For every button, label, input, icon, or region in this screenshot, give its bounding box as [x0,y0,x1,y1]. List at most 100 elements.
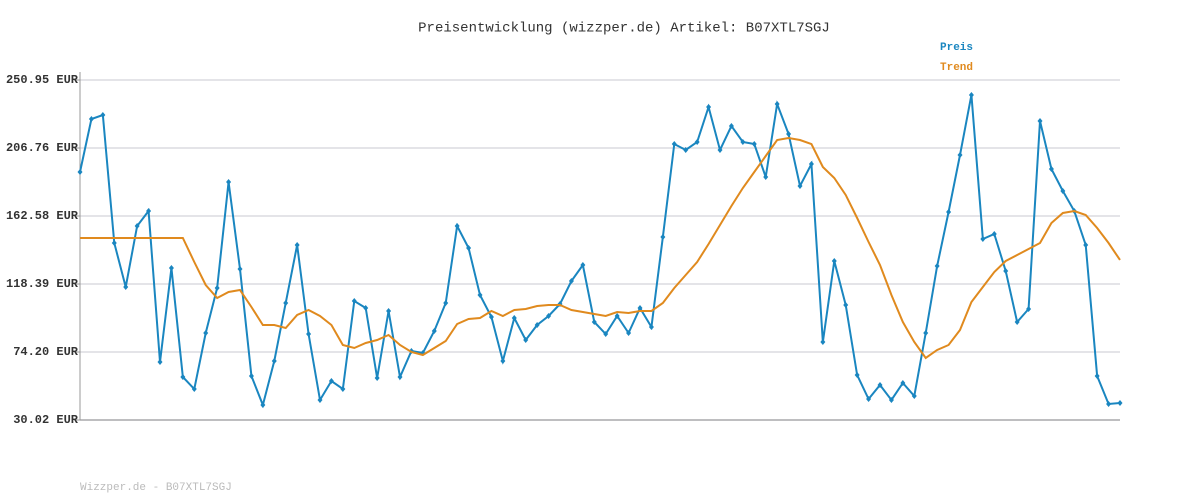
point [88,115,94,122]
point [774,100,780,107]
point [751,141,757,148]
point [306,331,312,338]
point [157,358,163,365]
point [866,395,872,402]
point [431,328,437,335]
point [511,314,517,321]
point [374,375,380,382]
series-line [80,136,1121,360]
series-line [79,94,1121,409]
point [820,339,826,346]
legend-entry: Preis [940,42,973,54]
point [1106,400,1112,407]
point [968,91,974,98]
point [203,330,209,337]
point [100,111,106,118]
point [1026,305,1032,312]
point [386,307,392,314]
point [580,261,586,268]
point [397,374,403,381]
point [797,183,803,190]
point [626,330,632,337]
point [134,223,140,230]
point [283,299,289,306]
point [603,331,609,338]
point [237,265,243,272]
point [683,146,689,153]
point [500,357,506,364]
point [1060,188,1066,195]
point [980,236,986,243]
point [546,312,552,319]
point [477,291,483,298]
point [111,240,117,247]
footer: Wizzper.de - B07XTL7SGJ [80,482,232,494]
point [260,401,266,408]
point [180,374,186,381]
point [466,244,472,251]
chart-title: Preisentwicklung (wizzper.de) Artikel: B… [418,21,830,37]
point [146,207,152,214]
point [648,324,654,331]
point [351,297,357,304]
point [214,285,220,292]
point [671,141,677,148]
point [660,234,666,241]
point [808,160,814,167]
y-tick-label: 74.20 EUR [13,345,79,359]
point [888,396,894,403]
point [591,318,597,325]
point [534,322,540,329]
point [728,122,734,129]
point [614,312,620,319]
point [694,139,700,146]
point [488,313,494,320]
point [226,179,232,186]
point [957,151,963,158]
point [454,223,460,230]
point [1094,373,1100,380]
point [706,103,712,110]
legend-entry: Trend [940,62,973,74]
y-tick-label: 250.95 EUR [6,73,79,87]
point [317,396,323,403]
point [443,299,449,306]
y-tick-label: 30.02 EUR [13,413,79,427]
point [877,382,883,389]
point [363,304,369,311]
point [77,168,83,175]
point [763,173,769,180]
point [123,284,129,291]
point [740,139,746,146]
point [328,378,334,385]
point [191,386,197,393]
point [1083,241,1089,248]
y-tick-label: 118.39 EUR [6,277,79,291]
y-tick-label: 206.76 EUR [6,141,79,155]
point [294,241,300,248]
point [523,337,529,344]
point [934,262,940,269]
point [946,208,952,215]
point [340,386,346,393]
point [637,304,643,311]
point [911,392,917,399]
point [1048,165,1054,172]
point [843,301,849,308]
point [786,131,792,138]
point [1014,318,1020,325]
point [854,372,860,379]
point [271,357,277,364]
point [1117,399,1123,406]
point [1037,117,1043,124]
point [568,278,574,285]
point [717,146,723,153]
point [923,330,929,337]
point [168,264,174,271]
point [248,373,254,380]
point [900,380,906,387]
point [831,257,837,264]
y-tick-label: 162.58 EUR [6,209,79,223]
point [1003,267,1009,274]
